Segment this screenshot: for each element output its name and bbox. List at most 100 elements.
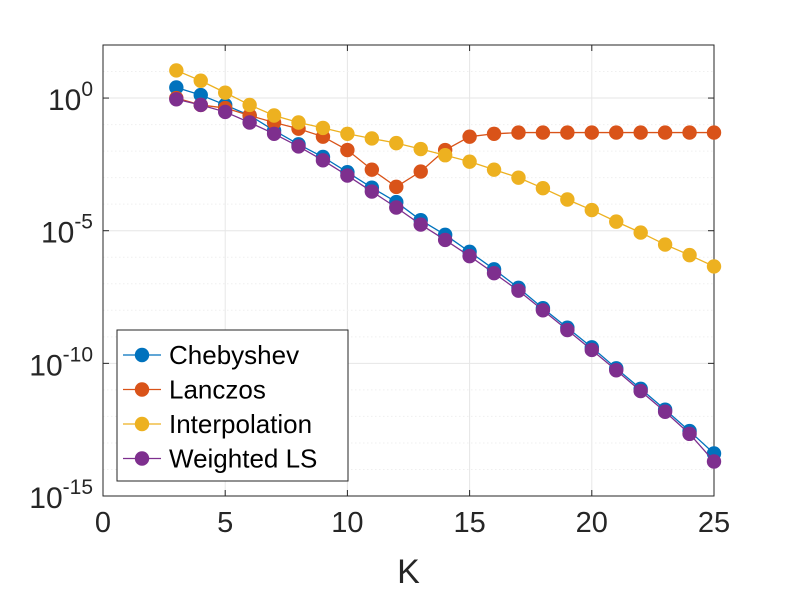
data-point bbox=[462, 129, 477, 144]
data-point bbox=[560, 322, 575, 338]
data-point bbox=[413, 217, 428, 232]
data-point bbox=[535, 181, 551, 196]
data-point bbox=[389, 200, 404, 215]
data-point bbox=[389, 179, 404, 195]
data-point bbox=[266, 108, 282, 123]
legend-label: Interpolation bbox=[169, 409, 312, 439]
data-point bbox=[706, 125, 722, 140]
y-tick-label: 100 bbox=[48, 78, 93, 117]
legend-item: Lanczos bbox=[123, 375, 266, 405]
data-point bbox=[193, 73, 208, 88]
legend-label: Lanczos bbox=[169, 375, 266, 405]
legend-swatch-marker bbox=[134, 451, 150, 466]
y-tick-label: 10-10 bbox=[29, 343, 93, 382]
data-point bbox=[364, 131, 380, 146]
x-tick-label: 25 bbox=[698, 507, 730, 539]
data-point bbox=[682, 125, 697, 140]
y-tick-exponent: -10 bbox=[63, 343, 93, 366]
series-line bbox=[176, 97, 714, 188]
y-tick-base: 10 bbox=[29, 349, 62, 382]
data-point bbox=[315, 153, 331, 168]
legend: Chebyshev Lanczos Interpolation Weighted LS bbox=[116, 329, 349, 482]
x-tick-label: 5 bbox=[217, 507, 233, 539]
data-point bbox=[169, 80, 184, 95]
data-point bbox=[266, 126, 282, 141]
y-tick-base: 10 bbox=[29, 482, 62, 515]
series-weighted-ls bbox=[169, 92, 722, 469]
data-point bbox=[193, 97, 208, 113]
data-point bbox=[486, 266, 502, 281]
data-point bbox=[413, 164, 428, 179]
legend-label: Weighted LS bbox=[169, 444, 317, 474]
data-point bbox=[340, 126, 355, 141]
x-tick-label: 15 bbox=[453, 507, 485, 539]
legend-item: Interpolation bbox=[123, 409, 312, 439]
x-tick-label: 20 bbox=[576, 507, 608, 539]
data-point bbox=[682, 247, 697, 263]
legend-item: Chebyshev bbox=[123, 340, 299, 370]
data-point bbox=[706, 454, 722, 469]
data-point bbox=[389, 135, 404, 151]
data-point bbox=[560, 125, 575, 140]
series-interpolation bbox=[169, 63, 722, 274]
data-point bbox=[560, 192, 575, 207]
data-point bbox=[511, 283, 526, 298]
legend-item: Weighted LS bbox=[123, 444, 317, 474]
data-point bbox=[657, 237, 673, 252]
data-point bbox=[340, 168, 355, 183]
legend-swatch-marker bbox=[134, 382, 150, 397]
data-point bbox=[218, 104, 233, 120]
data-point bbox=[511, 125, 526, 140]
data-point bbox=[169, 63, 184, 78]
data-point bbox=[364, 162, 380, 177]
data-point bbox=[633, 383, 648, 399]
data-point bbox=[486, 126, 502, 141]
y-tick-exponent: -5 bbox=[74, 211, 93, 234]
x-axis-label: K bbox=[397, 553, 420, 591]
data-point bbox=[437, 232, 453, 248]
data-point bbox=[437, 148, 453, 163]
data-point bbox=[218, 85, 233, 100]
data-point bbox=[242, 97, 257, 113]
data-point bbox=[364, 184, 380, 199]
data-point bbox=[633, 225, 648, 240]
data-point bbox=[609, 214, 624, 229]
data-point bbox=[413, 141, 428, 157]
data-point bbox=[169, 92, 184, 107]
y-tick-exponent: 0 bbox=[81, 78, 93, 101]
data-point bbox=[706, 259, 722, 274]
data-point bbox=[535, 303, 551, 318]
y-tick-exponent: -15 bbox=[63, 476, 93, 499]
data-point bbox=[340, 142, 355, 158]
data-point bbox=[584, 125, 599, 140]
y-tick-label: 10-15 bbox=[29, 476, 93, 515]
x-tick-label: 0 bbox=[95, 507, 111, 539]
y-tick-label: 10-5 bbox=[41, 211, 93, 250]
data-point bbox=[584, 202, 599, 218]
series-group bbox=[169, 63, 722, 469]
data-point bbox=[291, 115, 306, 130]
data-point bbox=[291, 139, 306, 154]
data-point bbox=[584, 342, 599, 358]
data-point bbox=[486, 162, 502, 177]
x-tick-label: 10 bbox=[331, 507, 363, 539]
data-point bbox=[609, 363, 624, 378]
series-lanczos bbox=[169, 90, 722, 195]
data-point bbox=[242, 115, 257, 130]
y-tick-base: 10 bbox=[41, 217, 74, 250]
legend-swatch-marker bbox=[134, 347, 150, 363]
data-point bbox=[511, 170, 526, 185]
data-point bbox=[315, 120, 331, 136]
y-tick-base: 10 bbox=[48, 84, 81, 117]
data-point bbox=[462, 154, 477, 169]
data-point bbox=[657, 125, 673, 140]
data-point bbox=[633, 125, 648, 140]
data-point bbox=[682, 426, 697, 442]
data-point bbox=[462, 248, 477, 264]
data-point bbox=[609, 125, 624, 140]
data-point bbox=[535, 125, 551, 140]
data-point bbox=[193, 87, 208, 103]
data-point bbox=[657, 404, 673, 419]
